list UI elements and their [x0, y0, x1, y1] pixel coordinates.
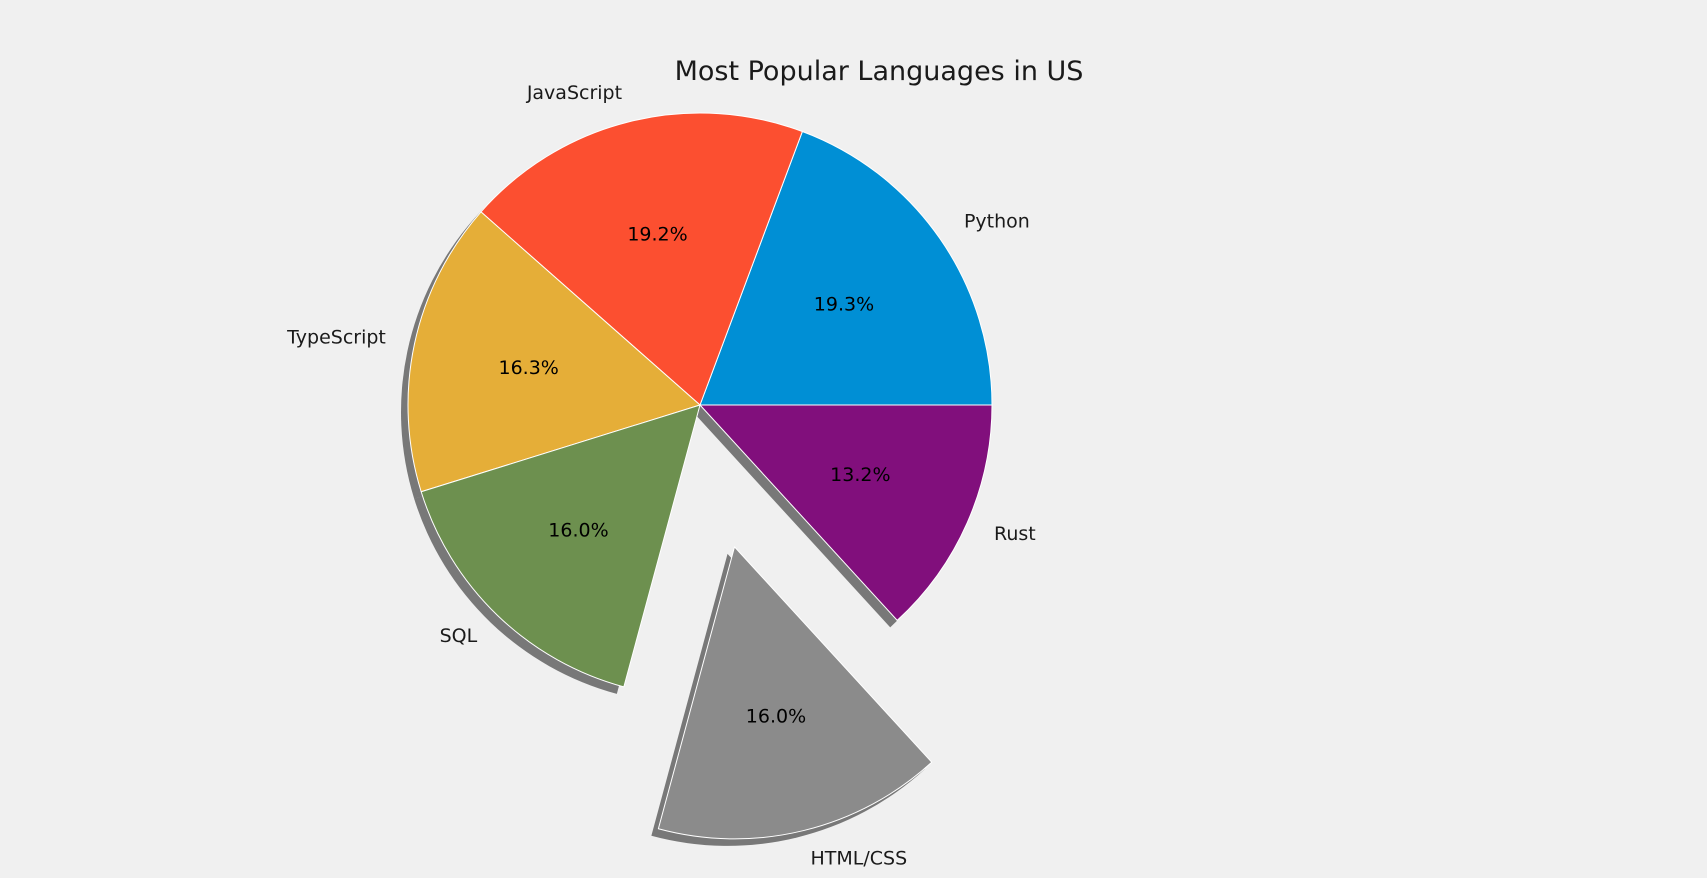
slice-label-html-css: HTML/CSS: [810, 847, 907, 869]
slice-label-typescript: TypeScript: [286, 326, 386, 348]
percent-label-html-css: 16.0%: [746, 706, 806, 728]
wedge-typescript: [407, 211, 701, 493]
percent-label-sql: 16.0%: [548, 520, 608, 542]
slice-label-rust: Rust: [994, 523, 1036, 545]
slice-label-javascript: JavaScript: [526, 82, 622, 104]
pie-wedges: [407, 112, 993, 840]
wedge-sql: [420, 404, 701, 688]
wedge-javascript: [480, 112, 803, 406]
percent-label-rust: 13.2%: [830, 464, 890, 486]
percent-label-python: 19.3%: [814, 294, 874, 316]
percent-label-javascript: 19.2%: [627, 224, 687, 246]
slice-label-sql: SQL: [440, 625, 478, 647]
percent-label-typescript: 16.3%: [498, 357, 558, 379]
wedge-rust: [699, 404, 993, 621]
chart-title: Most Popular Languages in US: [675, 56, 1084, 87]
wedge-python: [699, 131, 993, 406]
wedge-html-css: [657, 546, 933, 840]
slice-label-python: Python: [964, 210, 1030, 232]
pie-labels: Python 19.3% JavaScript 19.2% TypeScript 16.3…: [286, 82, 1036, 870]
